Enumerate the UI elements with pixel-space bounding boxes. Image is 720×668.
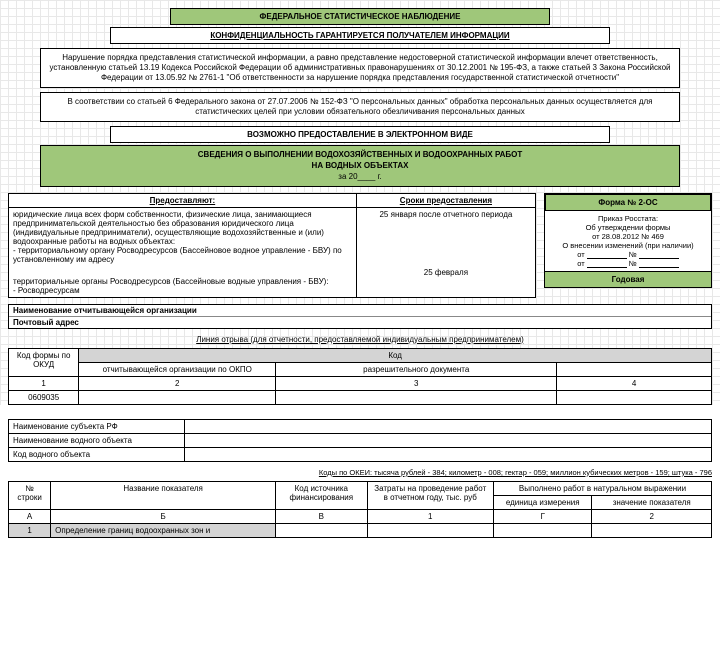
- org-name-label: Наименование отчитывающейся организации: [13, 306, 197, 315]
- title-confidential: КОНФИДЕНЦИАЛЬНОСТЬ ГАРАНТИРУЕТСЯ ПОЛУЧАТ…: [110, 27, 610, 44]
- title-electronic: ВОЗМОЖНО ПРЕДОСТАВЛЕНИЕ В ЭЛЕКТРОННОМ ВИ…: [110, 126, 610, 143]
- warning-2: В соответствии со статьей 6 Федерального…: [40, 92, 680, 122]
- org-addr-label: Почтовый адрес: [13, 318, 79, 327]
- warning-1: Нарушение порядка представления статисти…: [40, 48, 680, 88]
- form-info: Форма № 2-ОС Приказ Росстата: Об утвержд…: [544, 193, 712, 288]
- codes-table: Код формы по ОКУД Код отчитывающейся орг…: [8, 348, 712, 405]
- providers-table: Предоставляют: Сроки предоставления юрид…: [8, 193, 536, 298]
- title-report: СВЕДЕНИЯ О ВЫПОЛНЕНИИ ВОДОХОЗЯЙСТВЕННЫХ …: [40, 145, 680, 187]
- tear-line: Линия отрыва (для отчетности, предоставл…: [8, 335, 712, 344]
- okei-codes: Коды по ОКЕИ: тысяча рублей - 384; килом…: [8, 468, 712, 477]
- indicators-table: № строки Название показателя Код источни…: [8, 481, 712, 538]
- title-federal: ФЕДЕРАЛЬНОЕ СТАТИСТИЧЕСКОЕ НАБЛЮДЕНИЕ: [170, 8, 550, 25]
- subject-table: Наименование субъекта РФ Наименование во…: [8, 419, 712, 462]
